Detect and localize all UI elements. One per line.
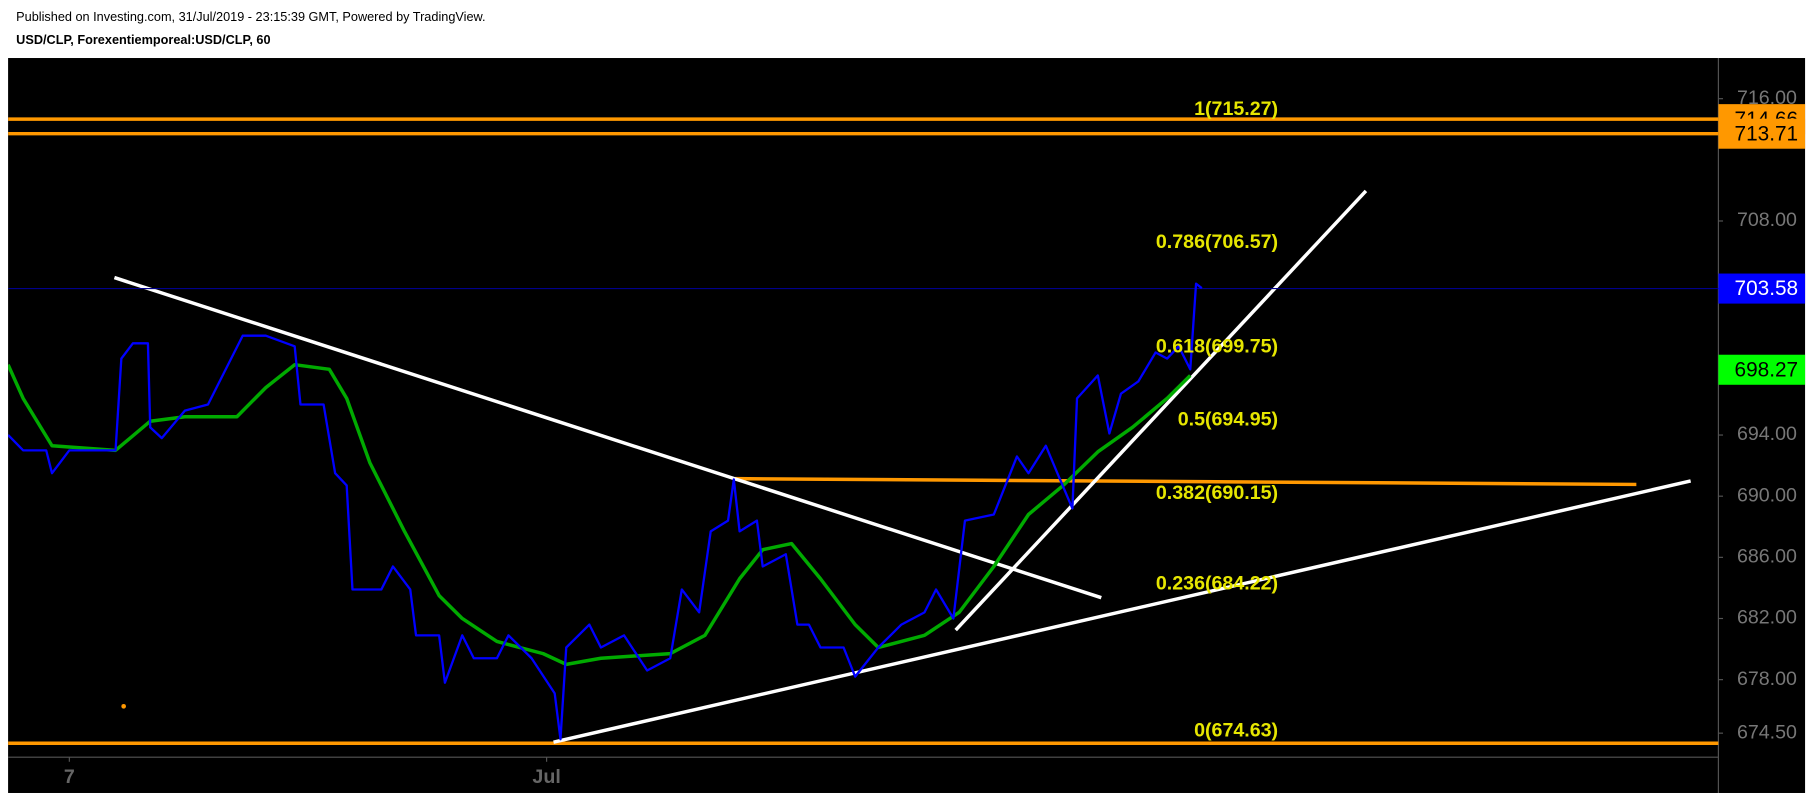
price-label: 698.27 (1735, 358, 1799, 381)
chart-subtitle: USD/CLP, Forexentiemporeal:USD/CLP, 60 (16, 32, 270, 47)
trend-line (113, 275, 1102, 600)
x-tick-label: 7 (64, 766, 75, 788)
resistance-line (734, 476, 1637, 487)
price-label: 703.58 (1735, 277, 1799, 300)
price-label-box (1718, 273, 1806, 304)
y-tick-label: 682.00 (1737, 607, 1797, 629)
price-line-series (8, 282, 1203, 741)
chart-background (8, 58, 1806, 793)
price-label-box (1718, 354, 1806, 385)
trend-line (553, 479, 1692, 744)
marker-dot (121, 704, 126, 709)
fib-level-label: 0.5(694.95) (1178, 409, 1278, 431)
fib-level-label: 0.618(699.75) (1156, 335, 1278, 357)
fib-level-label: 1(715.27) (1194, 98, 1278, 120)
y-tick-label: 674.50 (1737, 721, 1797, 743)
fib-level-label: 0(674.63) (1194, 719, 1278, 741)
price-label: 713.71 (1735, 122, 1799, 145)
price-line-series (8, 362, 1192, 667)
fib-level-label: 0.236(684.22) (1156, 573, 1278, 595)
y-tick-label: 686.00 (1737, 546, 1797, 568)
chart-title: Published on Investing.com, 31/Jul/2019 … (16, 9, 485, 24)
y-tick-label: 690.00 (1737, 484, 1797, 506)
plot-area (8, 117, 1719, 746)
price-label-box (1718, 118, 1806, 149)
y-tick-label: 678.00 (1737, 668, 1797, 690)
trend-line (954, 189, 1368, 632)
fib-level-label: 0.786(706.57) (1156, 231, 1278, 253)
y-tick-label: 694.00 (1737, 423, 1797, 445)
fib-level-label: 0.382(690.15) (1156, 482, 1278, 504)
x-tick-label: Jul (532, 766, 560, 788)
y-tick-label: 708.00 (1737, 209, 1797, 231)
y-tick-label: 716.00 (1737, 87, 1797, 109)
